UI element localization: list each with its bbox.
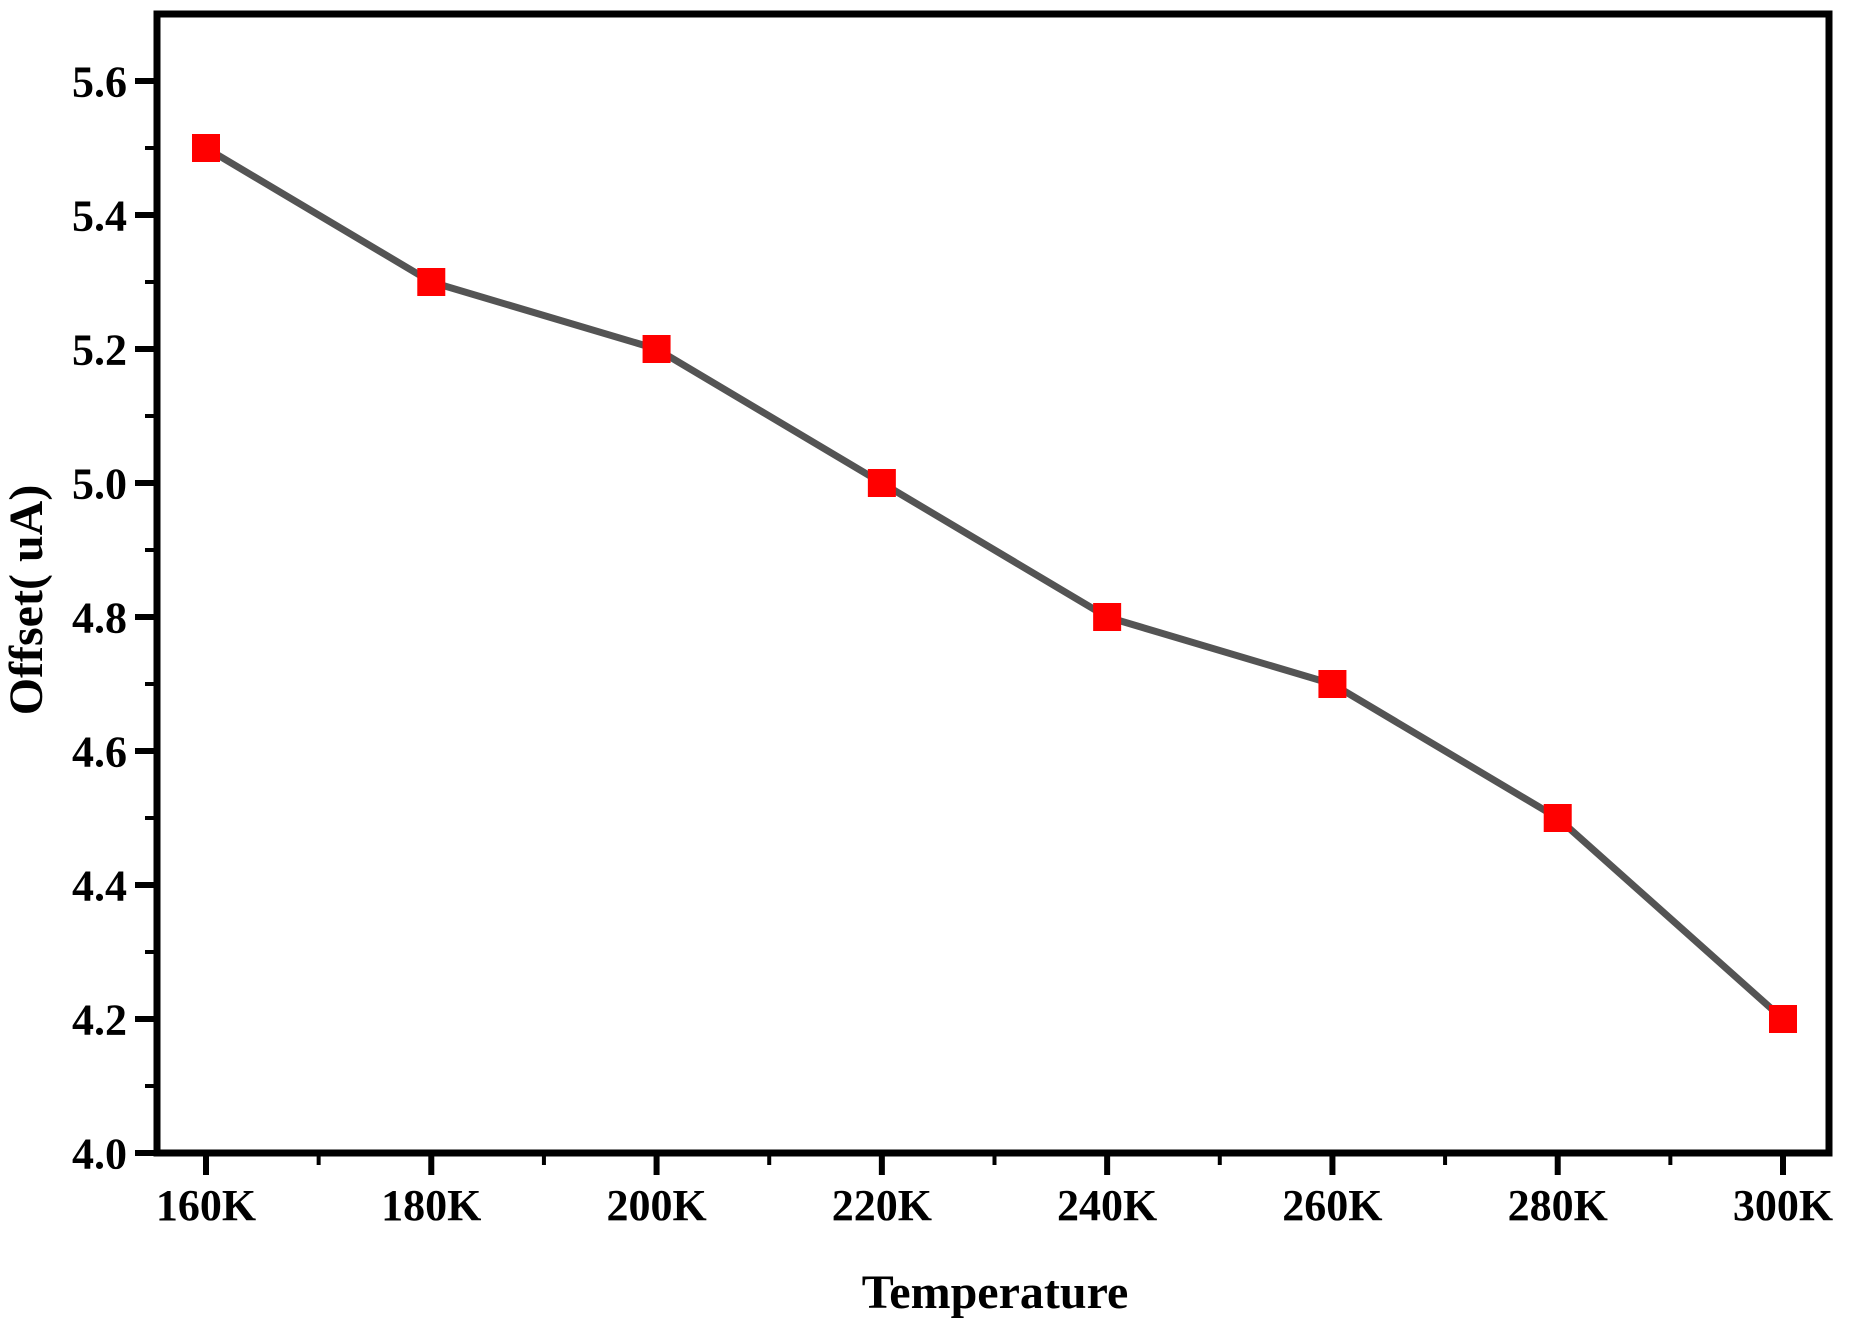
x-tick-label: 220K: [832, 1181, 932, 1230]
x-tick-label: 160K: [156, 1181, 256, 1230]
y-tick-label: 4.8: [72, 593, 127, 642]
data-point: [642, 335, 671, 363]
y-tick-label: 5.6: [72, 57, 127, 106]
y-tick-label: 4.0: [72, 1129, 127, 1178]
x-tick-label: 260K: [1282, 1181, 1382, 1230]
x-axis-title: Temperature: [862, 1266, 1129, 1319]
data-point: [192, 134, 220, 162]
y-tick-label: 5.4: [72, 191, 127, 240]
plot-frame: [153, 10, 1833, 1157]
data-point: [1318, 670, 1347, 698]
x-tick-label: 180K: [381, 1181, 481, 1230]
data-point: [1543, 804, 1572, 832]
y-tick-label: 5.0: [72, 459, 127, 508]
data-point: [867, 469, 896, 497]
data-point: [1093, 603, 1122, 631]
y-tick-label: 5.2: [72, 325, 127, 374]
y-tick-label: 4.4: [72, 861, 127, 910]
x-tick-label: 300K: [1733, 1181, 1833, 1230]
data-point: [417, 268, 446, 296]
axes-layer: 4.0 4.2 4.4 4.6 4.8 5.0 5.2 5.4 5.6 160K 180K 200K 2…: [72, 10, 1833, 1230]
y-axis-title: Offset( uA): [0, 485, 53, 716]
data-point: [1769, 1005, 1797, 1033]
y-tick-label: 4.2: [72, 995, 127, 1044]
x-tick-label: 200K: [606, 1181, 706, 1230]
x-tick-label: 240K: [1057, 1181, 1157, 1230]
y-tick-label: 4.6: [72, 727, 127, 776]
series-layer: [192, 134, 1797, 1033]
series-line: [204, 144, 1786, 1022]
x-tick-label: 280K: [1508, 1181, 1608, 1230]
